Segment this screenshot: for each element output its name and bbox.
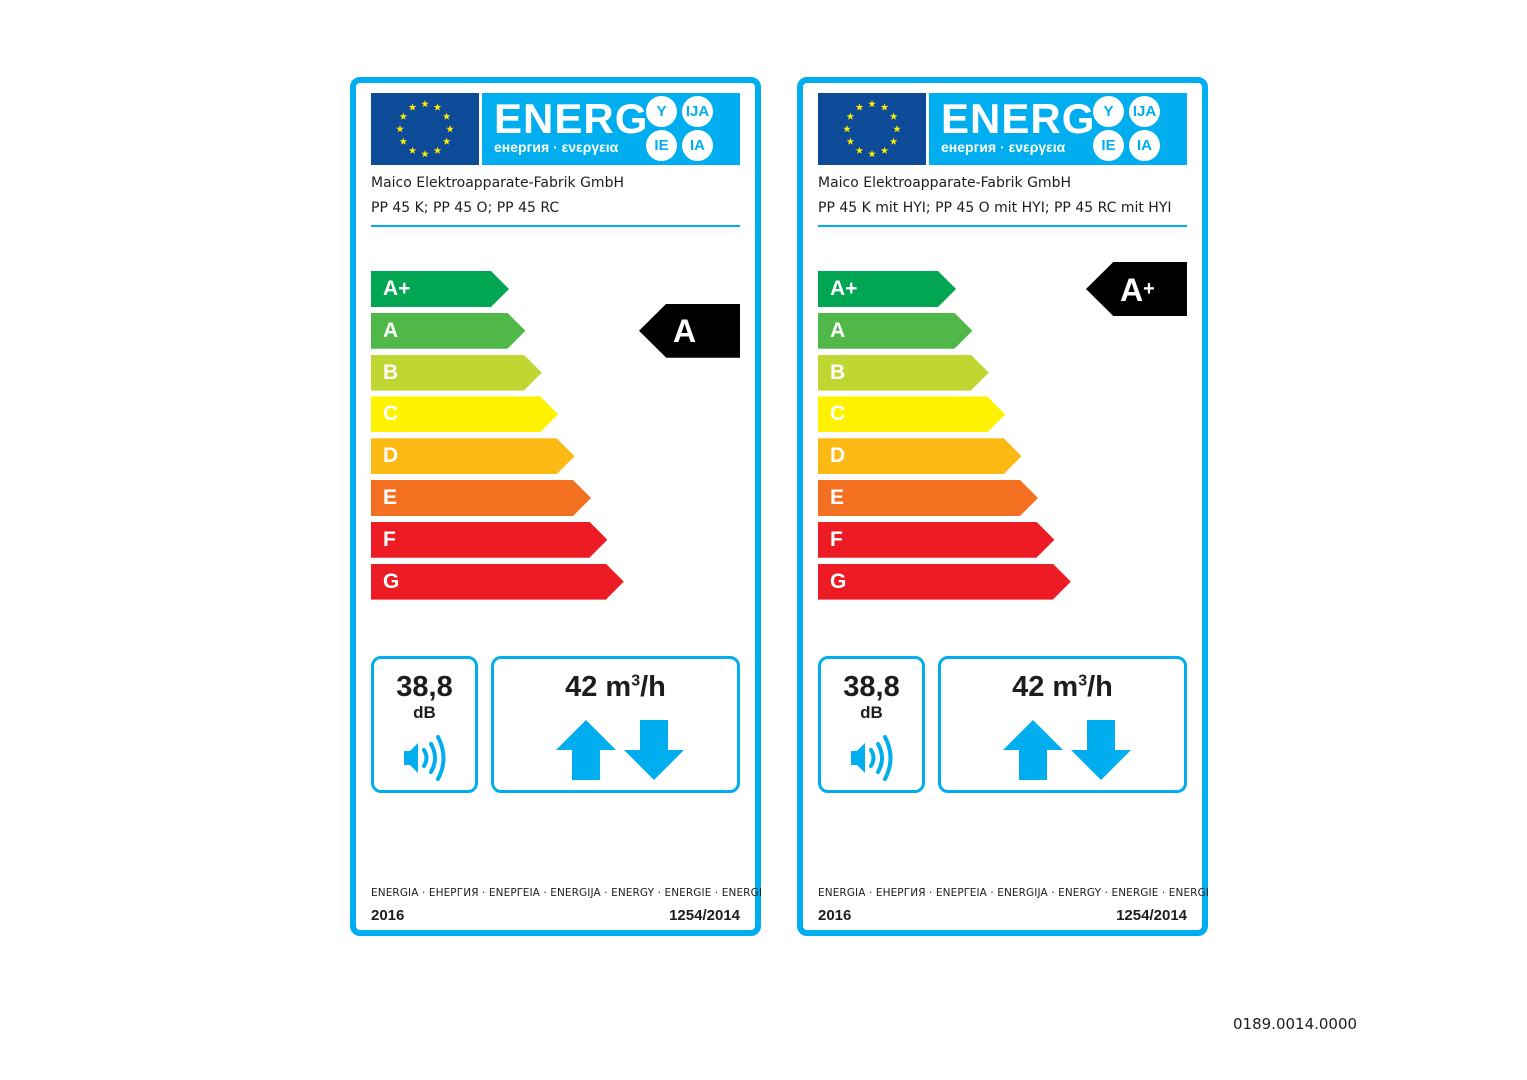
energy-class-letter: E [830, 486, 845, 509]
airflow-box: 42 m3/h [491, 656, 740, 793]
eu-stars-icon [396, 100, 454, 158]
language-badge: IJA [1129, 96, 1160, 127]
energy-class-bar: F [818, 521, 1055, 558]
airflow-value: 42 m3/h [494, 671, 737, 704]
energy-class-bar: E [818, 480, 1038, 516]
airflow-unit: /h [1087, 671, 1113, 703]
airflow-arrows-icon [1003, 720, 1133, 782]
airflow-number: 42 m [565, 671, 632, 703]
energy-languages-footer: ENERGIA · ЕНЕРГИЯ · ΕΝΕΡΓΕΙΑ · ENERGIJA … [371, 887, 763, 899]
energy-class-letter: B [830, 360, 846, 384]
energy-class-letter: A [383, 318, 399, 342]
label-year: 2016 [818, 907, 852, 924]
energy-rating-plus: + [1143, 278, 1155, 300]
energy-class-letter: F [383, 527, 396, 551]
energy-class-bar: F [371, 521, 608, 558]
energy-class-bar: C [818, 396, 1006, 433]
energy-class-letter: G [383, 569, 400, 593]
noise-box: 38,8 dB [371, 656, 478, 793]
energy-label: ENERG енергия · ενεργεια Y IJA IE IA Maico Ele… [797, 77, 1210, 936]
airflow-unit: /h [640, 671, 666, 703]
divider [818, 225, 1187, 227]
eu-flag [818, 93, 926, 165]
language-badge: IA [682, 130, 713, 161]
energy-class-letter: A+ [383, 277, 411, 300]
energy-class-bar: C [371, 396, 559, 433]
energ-subtitle: енергия · ενεργεια [494, 139, 619, 155]
energy-class-bar: D [818, 438, 1022, 475]
speaker-icon [402, 733, 448, 783]
energy-rating-letter: A [1120, 272, 1144, 308]
energy-class-letter: D [383, 444, 399, 468]
speaker-icon [849, 733, 895, 783]
energy-class-bar: A [818, 312, 973, 349]
energy-class-letter: G [830, 569, 847, 593]
energy-class-bar: A+ [818, 271, 956, 307]
airflow-value: 42 m3/h [941, 671, 1184, 704]
label-year: 2016 [371, 907, 405, 924]
manufacturer-name: Maico Elektroapparate-Fabrik GmbH [818, 175, 1071, 191]
energy-class-bar: G [818, 563, 1071, 600]
energy-class-letter: E [383, 486, 398, 509]
language-badge: IE [1093, 130, 1124, 161]
energy-class-bar: A+ [371, 271, 509, 307]
energy-rating-arrow: A+ [1086, 262, 1187, 316]
airflow-arrows-icon [556, 720, 686, 782]
energy-class-letter: A [830, 318, 846, 342]
airflow-exponent: 3 [631, 672, 641, 690]
document-code: 0189.0014.0000 [1233, 1015, 1358, 1033]
airflow-box: 42 m3/h [938, 656, 1187, 793]
energy-class-bar: E [371, 480, 591, 516]
energy-rating-letter: A [673, 312, 697, 349]
eu-stars-icon [843, 100, 901, 158]
noise-value: 38,8 [396, 671, 453, 703]
energy-class-bar: D [371, 438, 575, 475]
language-badge: Y [646, 96, 677, 127]
energy-class-letter: A+ [830, 277, 858, 300]
language-badge: IA [1129, 130, 1160, 161]
model-identifier: PP 45 K mit HYI; PP 45 O mit HYI; PP 45 … [818, 200, 1172, 216]
energy-languages-footer: ENERGIA · ЕНЕРГИЯ · ΕΝΕΡΓΕΙΑ · ENERGIJA … [818, 887, 1210, 899]
energy-rating-arrow: A [639, 303, 740, 358]
eu-flag [371, 93, 479, 165]
energ-title: ENERG [941, 95, 1096, 142]
noise-unit: dB [860, 703, 883, 722]
language-badge: Y [1093, 96, 1124, 127]
airflow-number: 42 m [1012, 671, 1079, 703]
model-identifier: PP 45 K; PP 45 O; PP 45 RC [371, 200, 560, 216]
energy-class-bar: G [371, 563, 624, 600]
language-badge: IE [646, 130, 677, 161]
energy-class-letter: B [383, 360, 399, 384]
energy-class-letter: F [830, 527, 843, 551]
regulation-number: 1254/2014 [669, 907, 740, 924]
airflow-exponent: 3 [1078, 672, 1088, 690]
energy-banner: ENERG енергия · ενεργεια Y IJA IE IA [482, 93, 740, 165]
energy-class-bar: A [371, 312, 526, 349]
energy-class-letter: C [830, 402, 846, 426]
noise-unit: dB [413, 703, 436, 722]
noise-box: 38,8 dB [818, 656, 925, 793]
energy-class-letter: C [383, 402, 399, 426]
energy-class-bar: B [818, 354, 989, 391]
energ-title: ENERG [494, 95, 649, 142]
energy-class-bar: B [371, 354, 542, 391]
energ-subtitle: енергия · ενεργεια [941, 139, 1066, 155]
divider [371, 225, 740, 227]
manufacturer-name: Maico Elektroapparate-Fabrik GmbH [371, 175, 624, 191]
regulation-number: 1254/2014 [1116, 907, 1187, 924]
energy-class-letter: D [830, 444, 846, 468]
noise-value: 38,8 [843, 671, 900, 703]
language-badge: IJA [682, 96, 713, 127]
energy-banner: ENERG енергия · ενεργεια Y IJA IE IA [929, 93, 1187, 165]
energy-label: ENERG енергия · ενεργεια Y IJA IE IA Maico Ele… [350, 77, 763, 936]
